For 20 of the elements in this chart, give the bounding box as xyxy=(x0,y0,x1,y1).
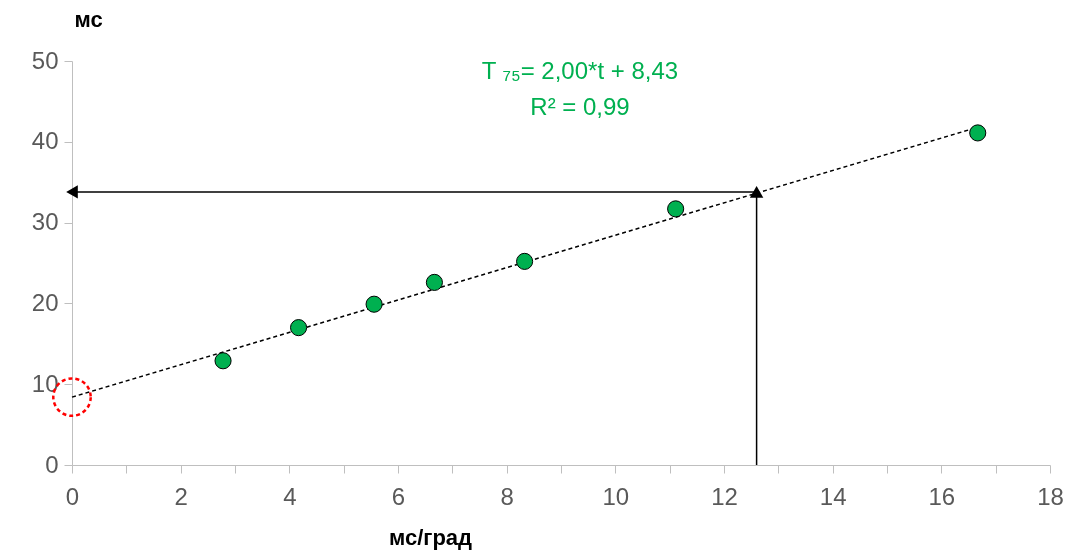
x-tick-label: 2 xyxy=(174,482,188,510)
annotation: T ₇₅= 2,00*t + 8,43 xyxy=(481,57,679,84)
y-axis-title: мс xyxy=(74,6,103,32)
y-tick-label: 50 xyxy=(31,46,59,74)
x-tick-label: 18 xyxy=(1037,482,1064,510)
x-tick-label: 16 xyxy=(928,482,956,510)
x-tick-label: 0 xyxy=(65,482,80,510)
y-tick-label: 40 xyxy=(31,127,59,155)
x-tick-label: 12 xyxy=(711,482,738,510)
x-tick-label: 6 xyxy=(391,482,406,510)
x-tick-label: 4 xyxy=(283,482,297,510)
x-axis-title: мс/град xyxy=(388,524,473,550)
annotation: R² = 0,99 xyxy=(530,93,630,120)
y-tick-label: 10 xyxy=(31,369,59,397)
x-tick-label: 10 xyxy=(602,482,630,510)
x-tick-label: 8 xyxy=(500,482,514,510)
x-tick-label: 14 xyxy=(819,482,847,510)
y-tick-label: 30 xyxy=(31,208,59,236)
y-tick-label: 0 xyxy=(45,450,59,478)
y-tick-label: 20 xyxy=(31,288,59,316)
